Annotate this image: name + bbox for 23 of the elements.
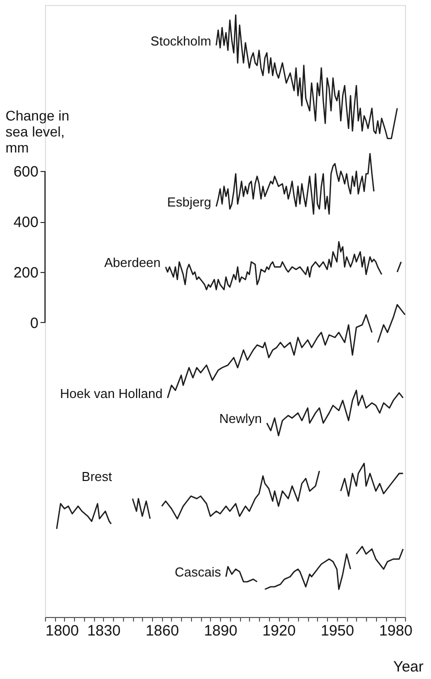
series-label: Aberdeen [104, 254, 161, 270]
x-tick-label: 1800 [46, 622, 79, 640]
y-tick-label: 600 [13, 164, 38, 181]
x-tick-label: 1830 [87, 622, 121, 640]
x-tick-label: 1920 [262, 622, 296, 640]
series-label: Newlyn [219, 411, 262, 426]
y-axis-title: Change in sea level, mm [6, 108, 70, 156]
series-label: Cascais [174, 564, 222, 580]
x-tick-label: 1890 [204, 622, 238, 640]
series-label: Esbjerg [167, 194, 212, 210]
line-series [266, 390, 404, 436]
line-series [216, 152, 375, 215]
line-series [216, 14, 398, 140]
x-tick-label: 1980 [379, 622, 412, 640]
series-label: Stockholm [150, 33, 212, 48]
y-tick-label: 200 [13, 264, 38, 282]
x-axis-title: Year [393, 658, 424, 676]
x-tick-label: 1860 [146, 622, 179, 640]
y-tick-label: 400 [13, 214, 38, 232]
series-label: Hoek van Holland [60, 386, 163, 401]
x-tick-label: 1950 [320, 622, 354, 640]
y-tick-label: 0 [30, 314, 38, 332]
series-label: Brest [82, 468, 112, 484]
